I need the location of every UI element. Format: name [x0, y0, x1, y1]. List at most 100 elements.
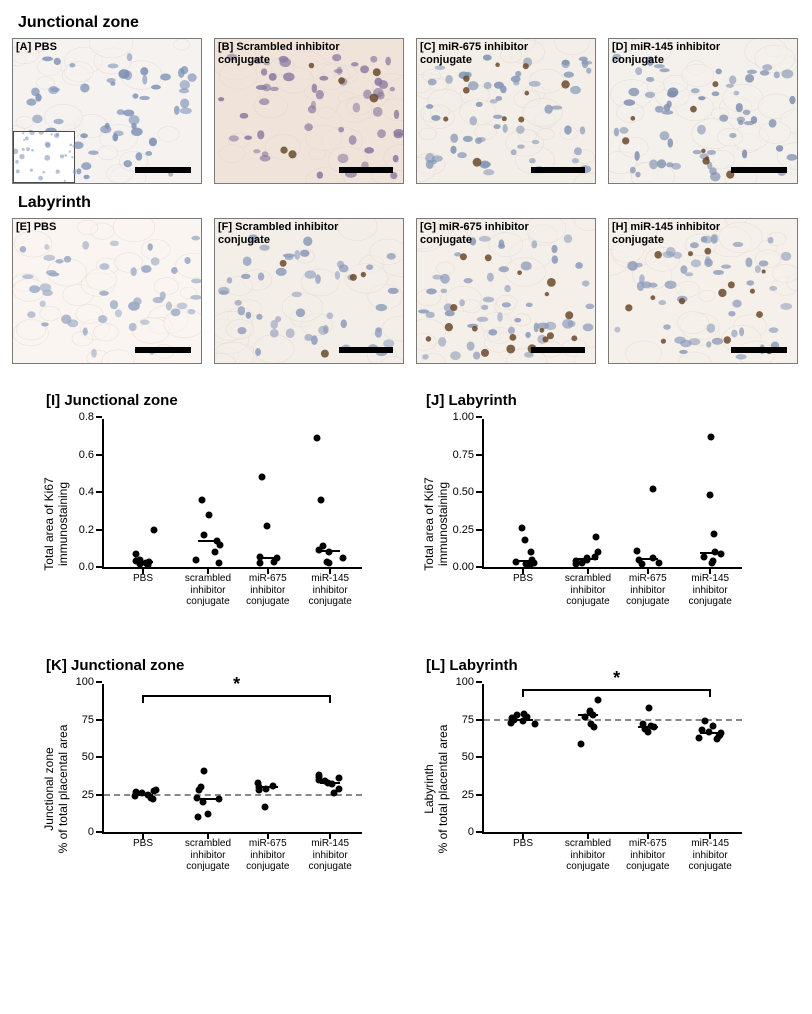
data-point — [594, 697, 601, 704]
section-title: Labyrinth — [18, 194, 800, 212]
x-tick-label: miR-675 inhibitor conjugate — [246, 832, 289, 873]
panel-row: [E] PBS [F] Scrambled inhibitorconjugate [… — [12, 218, 800, 364]
x-tick-label: miR-145 inhibitor conjugate — [309, 832, 352, 873]
chart-title: [J] Labyrinth — [426, 392, 776, 409]
median-line — [133, 561, 153, 563]
data-point — [256, 560, 263, 567]
data-point — [335, 775, 342, 782]
y-tick-label: 50 — [82, 751, 104, 763]
y-tick-label: 0.0 — [79, 561, 104, 573]
micrograph-panel: [H] miR-145 inhibitorconjugate — [608, 218, 798, 364]
data-point — [195, 814, 202, 821]
data-point — [513, 712, 520, 719]
y-tick-label: 75 — [462, 714, 484, 726]
data-point — [320, 543, 327, 550]
plot-area: 0.00.20.40.60.8PBSscrambled inhibitor co… — [102, 419, 362, 569]
y-tick-label: 50 — [462, 751, 484, 763]
chart: Labyrinth % of total placental area02550… — [426, 684, 776, 894]
chart-title: [I] Junctional zone — [46, 392, 396, 409]
significance-tick — [709, 689, 711, 697]
data-point — [197, 784, 204, 791]
chart-block: [K] Junctional zone Junctional zone % of … — [46, 657, 396, 894]
data-point — [649, 486, 656, 493]
data-point — [593, 534, 600, 541]
data-point — [152, 787, 159, 794]
micrograph-panel: [C] miR-675 inhibitorconjugate — [416, 38, 596, 184]
data-point — [594, 549, 601, 556]
data-point — [216, 560, 223, 567]
y-tick-label: 25 — [462, 789, 484, 801]
x-tick-label: miR-145 inhibitor conjugate — [689, 567, 732, 608]
x-tick-label: scrambled inhibitor conjugate — [185, 832, 231, 873]
panel-label: [A] PBS — [16, 41, 57, 54]
y-tick-label: 25 — [82, 789, 104, 801]
y-axis-label: Junctional zone % of total placental are… — [42, 709, 70, 869]
median-line — [320, 550, 340, 552]
x-tick-label: miR-675 inhibitor conjugate — [626, 567, 669, 608]
data-point — [578, 740, 585, 747]
significance-star: * — [233, 674, 240, 695]
data-point — [532, 721, 539, 728]
data-point — [193, 557, 200, 564]
plot-area: 0.000.250.500.751.00PBSscrambled inhibit… — [482, 419, 742, 569]
median-line — [320, 782, 340, 784]
x-tick-label: scrambled inhibitor conjugate — [565, 832, 611, 873]
x-tick-label: miR-145 inhibitor conjugate — [689, 832, 732, 873]
micrograph-panel: [A] PBS — [12, 38, 202, 184]
x-tick-label: PBS — [133, 832, 153, 850]
chart: Junctional zone % of total placental are… — [46, 684, 396, 894]
plot-area: 0255075100PBSscrambled inhibitor conjuga… — [482, 684, 742, 834]
median-line — [578, 714, 598, 716]
panel-label: [E] PBS — [16, 221, 56, 234]
data-point — [201, 767, 208, 774]
micrograph-panel: [G] miR-675 inhibitorconjugate — [416, 218, 596, 364]
median-line — [700, 732, 720, 734]
panel-label: [G] miR-675 inhibitorconjugate — [420, 221, 529, 246]
scale-bar — [339, 347, 393, 353]
data-point — [259, 474, 266, 481]
y-tick-label: 0 — [88, 826, 104, 838]
y-tick-label: 0.2 — [79, 524, 104, 536]
significance-bar — [523, 689, 710, 691]
micrograph-inset — [13, 131, 75, 183]
chart: Total area of Ki67 immunostaining0.00.20… — [46, 419, 396, 629]
data-point — [314, 434, 321, 441]
y-axis-label: Total area of Ki67 immunostaining — [42, 444, 70, 604]
data-point — [211, 549, 218, 556]
data-point — [586, 707, 593, 714]
data-point — [587, 721, 594, 728]
data-point — [645, 704, 652, 711]
panel-label: [D] miR-145 inhibitorconjugate — [612, 41, 720, 66]
significance-bar — [143, 695, 330, 697]
y-tick-label: 0.75 — [453, 449, 484, 461]
scale-bar — [135, 347, 191, 353]
data-point — [315, 772, 322, 779]
data-point — [340, 554, 347, 561]
median-line — [258, 786, 278, 788]
data-point — [710, 531, 717, 538]
data-point — [132, 550, 139, 557]
x-tick-label: scrambled inhibitor conjugate — [185, 567, 231, 608]
section-title: Junctional zone — [18, 14, 800, 32]
y-tick-label: 0.50 — [453, 486, 484, 498]
data-point — [200, 532, 207, 539]
panel-label: [C] miR-675 inhibitorconjugate — [420, 41, 528, 66]
x-tick-label: PBS — [513, 832, 533, 850]
y-axis-label: Total area of Ki67 immunostaining — [422, 444, 450, 604]
scale-bar — [731, 347, 787, 353]
y-tick-label: 0.8 — [79, 411, 104, 423]
x-tick-label: miR-145 inhibitor conjugate — [309, 567, 352, 608]
micrograph-panel: [F] Scrambled inhibitorconjugate — [214, 218, 404, 364]
chart-block: [J] LabyrinthTotal area of Ki67 immunost… — [426, 392, 776, 629]
data-point — [656, 559, 663, 566]
median-line — [258, 557, 278, 559]
data-point — [706, 492, 713, 499]
chart-title: [K] Junctional zone — [46, 657, 396, 674]
median-line — [198, 540, 218, 542]
y-tick-label: 1.00 — [453, 411, 484, 423]
chart-block: [I] Junctional zoneTotal area of Ki67 im… — [46, 392, 396, 629]
data-point — [150, 526, 157, 533]
data-point — [261, 803, 268, 810]
data-point — [634, 547, 641, 554]
x-tick-label: miR-675 inhibitor conjugate — [626, 832, 669, 873]
